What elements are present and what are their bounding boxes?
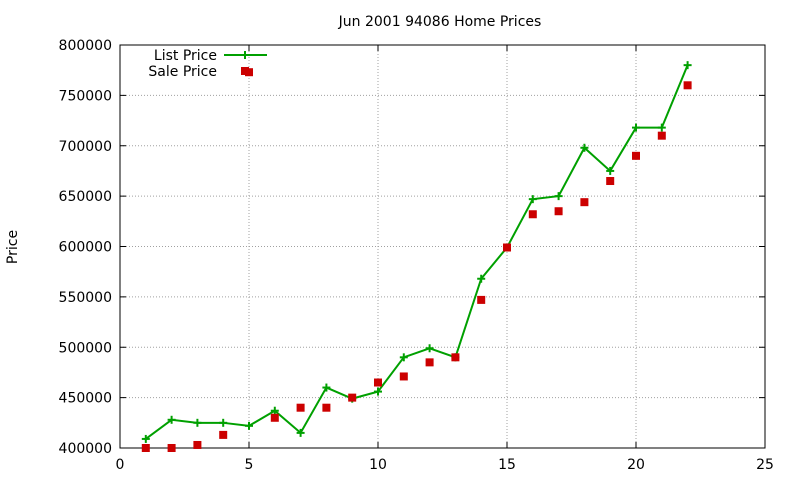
sale-price-point [657,131,666,140]
sale-price-point [296,403,305,412]
list-price-point [193,418,202,427]
sale-price-point [270,413,279,422]
sale-price-point [528,210,537,219]
y-tick-label: 500000 [59,340,112,356]
sale-price-point [503,243,511,252]
list-price-point [477,274,486,283]
list-price-point [167,415,176,424]
legend-label-sale-price: Sale Price [148,64,217,80]
x-tick-label: 10 [369,457,387,473]
list-price-point [219,418,228,427]
list-price-point [270,406,279,415]
sale-price-point [554,207,563,216]
x-tick-label: 5 [245,457,254,473]
sale-price-point [141,444,150,452]
grid-lines [120,45,765,448]
list-price-point [528,195,537,204]
sale-price-point [632,151,640,160]
sale-price-point [425,358,434,367]
y-tick-label: 450000 [59,391,112,407]
sale-price-point [219,430,228,439]
sale-price-point [374,378,382,387]
list-price-point [632,123,640,132]
list-price-point [657,123,666,132]
legend-label-list-price: List Price [154,48,217,64]
list-price-point [245,421,253,430]
sale-price-point [606,177,615,186]
sale-price-point [322,403,331,412]
list-price-point [425,344,434,353]
y-tick-label: 800000 [59,38,112,54]
sale-price-point [477,295,486,304]
y-tick-label: 650000 [59,189,112,205]
y-tick-label: 600000 [59,240,112,256]
y-axis-ticks: 400000 450000 500000 550000 600000 650000 7000… [59,38,765,457]
x-axis-ticks: 0 5 10 15 20 25 [116,45,774,473]
y-tick-label: 550000 [59,290,112,306]
list-price-point [554,192,563,201]
list-price-point [399,353,408,362]
list-price-point [374,387,382,396]
sale-price-series [141,68,692,452]
sale-price-point [399,372,408,381]
list-price-point [683,61,692,70]
y-tick-label: 700000 [59,139,112,155]
legend-marker-sale-price [241,67,249,75]
sale-price-point [348,393,357,402]
y-tick-label: 400000 [59,441,112,457]
list-price-point [322,383,331,392]
list-price-series [141,61,692,443]
y-tick-label: 750000 [59,88,112,104]
list-price-point [580,143,589,152]
x-tick-label: 25 [756,457,774,473]
x-tick-label: 15 [498,457,516,473]
sale-price-point [580,198,589,207]
chart-title: Jun 2001 94086 Home Prices [338,14,542,30]
sale-price-point [167,444,176,452]
list-price-point [296,428,305,437]
x-tick-label: 0 [116,457,125,473]
list-price-line [145,64,689,440]
list-price-point [141,434,150,443]
y-axis-label: Price [5,230,21,264]
sale-price-point [683,81,692,90]
sale-price-point [451,353,460,362]
list-price-point [606,166,615,175]
x-tick-label: 20 [627,457,645,473]
sale-price-point [193,440,202,449]
